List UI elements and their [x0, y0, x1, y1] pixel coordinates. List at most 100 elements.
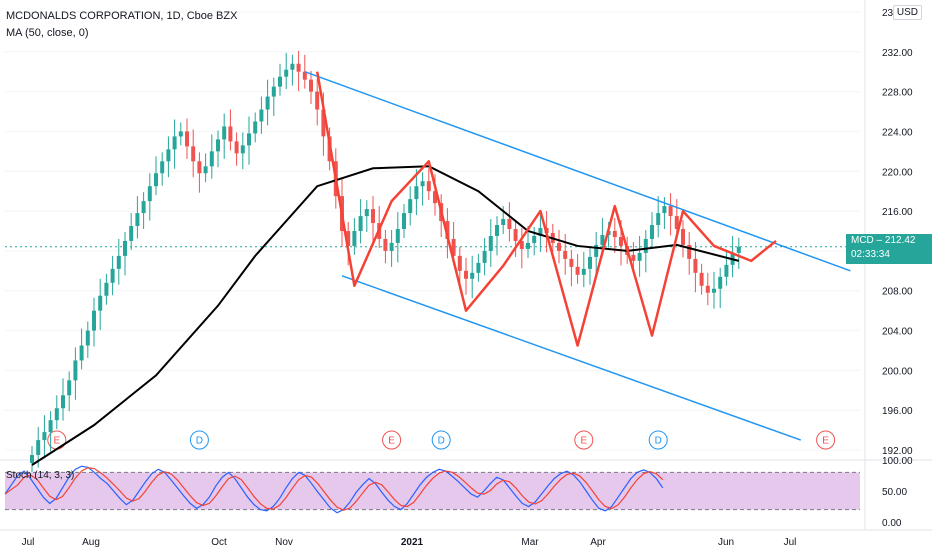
time-tick-label: Aug: [82, 537, 100, 548]
candle-body: [532, 235, 537, 243]
indicator-label: MA (50, close, 0): [6, 27, 89, 39]
candle-body: [116, 255, 121, 269]
candle-body: [110, 268, 115, 283]
candle-body: [495, 225, 499, 236]
candle-body: [42, 432, 47, 441]
candle-body: [389, 242, 394, 251]
candle-body: [166, 149, 171, 162]
candle-body: [278, 76, 282, 87]
candle-body: [656, 213, 661, 226]
marker-label: E: [388, 436, 395, 447]
overlays: [31, 71, 777, 466]
candle-body: [234, 141, 239, 154]
price-tick-label: 224.00: [882, 127, 913, 138]
candle-body: [290, 63, 295, 70]
candle-body: [371, 209, 375, 224]
stoch-label: Stoch (14, 3, 3): [6, 470, 75, 481]
price-tick-label: 228.00: [882, 88, 913, 99]
candle-body: [619, 236, 623, 246]
candle-body: [482, 250, 487, 263]
candle-body: [216, 139, 220, 152]
candle-body: [321, 109, 326, 137]
candle-body: [581, 268, 586, 275]
candle-body: [48, 420, 53, 433]
candle-body: [464, 270, 468, 279]
time-tick-label: Jul: [22, 537, 35, 548]
candle-body: [408, 199, 413, 214]
candle-body: [433, 191, 437, 204]
candle-body: [67, 380, 72, 396]
candle-body: [104, 282, 109, 296]
currency-badge[interactable]: USD: [892, 5, 922, 20]
candle-body: [699, 272, 704, 286]
candle-body: [240, 145, 245, 154]
candle-body: [395, 229, 400, 243]
price-tick-label: 232.00: [882, 48, 913, 59]
time-tick-label: Oct: [211, 537, 227, 548]
candle-body: [73, 360, 78, 381]
stoch-tick-label: 0.00: [882, 518, 902, 529]
candle-body: [501, 219, 506, 226]
dividend-marker: [189, 430, 209, 450]
candle-body: [612, 231, 617, 237]
candle-body: [253, 121, 258, 134]
candle-body: [228, 126, 233, 142]
candle-body: [426, 181, 431, 192]
candle-body: [718, 276, 723, 289]
candle-body: [538, 228, 543, 236]
price-tick-label: 204.00: [882, 327, 913, 338]
candle-body: [172, 136, 177, 150]
candle-body: [569, 258, 574, 267]
price-tick-label: 200.00: [882, 366, 913, 377]
candle-body: [265, 96, 270, 110]
candle-body: [209, 151, 214, 167]
candle-body: [154, 173, 158, 187]
candle-body: [650, 225, 654, 239]
candle-body: [637, 252, 642, 261]
candle-body: [519, 240, 524, 249]
ma50-line: [31, 165, 740, 466]
candle-body: [457, 255, 462, 271]
price-tick-label: 220.00: [882, 167, 913, 178]
candle-body: [724, 264, 729, 277]
candle-body: [197, 161, 202, 174]
chart-title: MCDONALDS CORPORATION, 1D, Cboe BZX: [6, 10, 238, 22]
marker-label: E: [580, 436, 587, 447]
earnings-marker: [816, 430, 836, 450]
marker-label: D: [438, 436, 445, 447]
candle-body: [36, 440, 41, 456]
time-tick-label: Mar: [521, 537, 539, 548]
candle-body: [476, 262, 481, 273]
time-tick-label: Nov: [275, 537, 293, 548]
axes: 236.00232.00228.00224.00220.00216.00212.…: [22, 8, 913, 548]
candle-body: [135, 213, 140, 227]
candle-body: [563, 250, 568, 259]
price-tick-label: 196.00: [882, 406, 913, 417]
candle-body: [681, 229, 685, 245]
candle-body: [600, 234, 605, 245]
candle-body: [594, 244, 599, 257]
candle-body: [526, 242, 530, 249]
candle-body: [61, 395, 65, 409]
stoch-k-line: [4, 465, 664, 514]
candle-body: [643, 238, 648, 253]
candle-body: [222, 126, 227, 140]
candle-body: [352, 231, 357, 246]
price-tick-label: 192.00: [882, 446, 913, 457]
price-tick-label: 208.00: [882, 287, 913, 298]
zigzag-pattern-line: [315, 71, 777, 347]
candle-body: [631, 254, 636, 261]
candle-body: [296, 63, 301, 72]
candle-body: [414, 186, 419, 200]
candle-body: [693, 258, 698, 273]
time-tick-label: 2021: [401, 537, 424, 548]
candle-body: [79, 345, 84, 361]
candle-body: [259, 109, 264, 122]
channel-upper-line: [304, 70, 851, 272]
candle-body: [687, 244, 692, 259]
candle-body: [92, 310, 96, 331]
candle-body: [247, 133, 251, 146]
candle-body: [315, 91, 320, 110]
candle-body: [85, 330, 90, 346]
